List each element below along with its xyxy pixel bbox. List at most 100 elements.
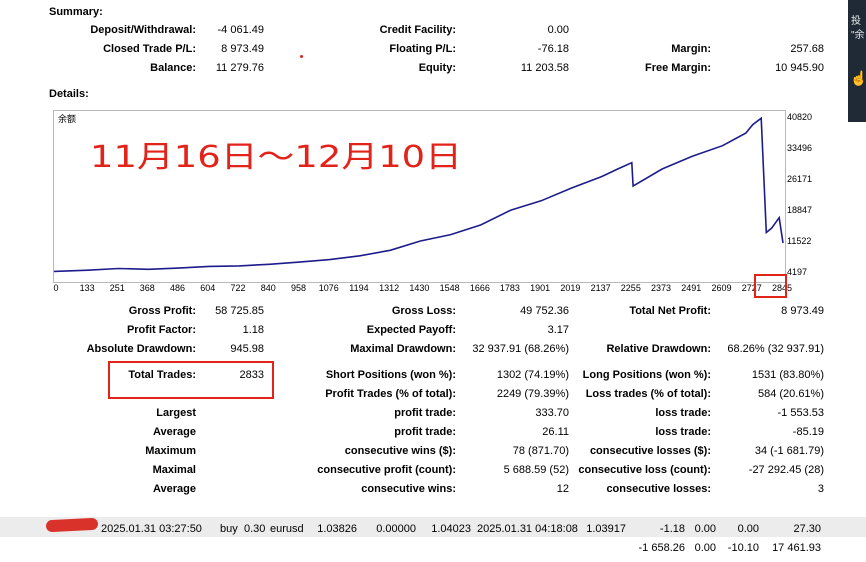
x-tick-label: 1548 bbox=[439, 283, 460, 293]
average-consecutive-losses-value: 3 bbox=[817, 483, 824, 495]
long-positions-value: 1531 (83.80%) bbox=[751, 369, 824, 381]
x-tick-label: 1194 bbox=[349, 283, 369, 293]
short-positions-value: 1302 (74.19%) bbox=[496, 369, 569, 381]
maximal-consecutive-loss-value: -27 292.45 (28) bbox=[748, 464, 824, 476]
maximum-label: Maximum bbox=[145, 445, 196, 457]
maximal-label: Maximal bbox=[152, 464, 196, 476]
x-tick-label: 486 bbox=[170, 283, 186, 293]
profit-factor-value: 1.18 bbox=[242, 324, 264, 336]
x-tick-label: 2491 bbox=[681, 283, 702, 293]
x-tick-label: 1076 bbox=[318, 283, 339, 293]
average-consecutive-wins-value: 12 bbox=[556, 483, 569, 495]
average-profit-value: 26.11 bbox=[542, 426, 569, 438]
side-panel: 投 "余 ☝ bbox=[848, 0, 866, 122]
max-consecutive-wins-label: consecutive wins ($): bbox=[344, 445, 456, 457]
total-trades-highlight bbox=[108, 361, 274, 399]
trade-close-price: 1.03917 bbox=[586, 523, 626, 535]
max-consecutive-losses-value: 34 (-1 681.79) bbox=[754, 445, 824, 457]
gross-loss-value: 49 752.36 bbox=[520, 305, 569, 317]
margin-label: Margin: bbox=[671, 43, 711, 55]
trade-taxes: 0.00 bbox=[694, 523, 716, 535]
x-tick-label: 1783 bbox=[499, 283, 520, 293]
total-profit: 17 461.93 bbox=[772, 542, 821, 554]
red-dot-mark bbox=[300, 55, 303, 58]
x-tick-label: 2727 bbox=[741, 283, 762, 293]
free-margin-label: Free Margin: bbox=[644, 62, 711, 74]
balance-value: 11 279.76 bbox=[215, 62, 264, 74]
x-tick-label: 958 bbox=[290, 283, 306, 293]
chart-legend: 余额 bbox=[58, 113, 76, 125]
total-taxes: 0.00 bbox=[694, 542, 716, 554]
relative-drawdown-value: 68.26% (32 937.91) bbox=[727, 343, 824, 355]
side-panel-text-1: 投 bbox=[851, 16, 861, 27]
maximal-consecutive-profit-label: consecutive profit (count): bbox=[317, 464, 456, 476]
y-tick-label: 40820 bbox=[787, 112, 813, 122]
summary-title: Summary: bbox=[49, 6, 103, 18]
balance-label: Balance: bbox=[150, 62, 196, 74]
gross-profit-label: Gross Profit: bbox=[128, 305, 196, 317]
trade-type: buy bbox=[220, 523, 238, 535]
x-tick-label: 1312 bbox=[379, 283, 400, 293]
side-panel-text-2: "余 bbox=[851, 30, 865, 41]
x-tick-label: 133 bbox=[79, 283, 95, 293]
free-margin-value: 10 945.90 bbox=[775, 62, 824, 74]
profit-trades-label: Profit Trades (% of total): bbox=[325, 388, 456, 400]
balance-chart-svg: 余额 11月16日〜12月10日 bbox=[54, 113, 784, 273]
x-tick-label: 2609 bbox=[711, 283, 732, 293]
gross-profit-value: 58 725.85 bbox=[215, 305, 264, 317]
long-positions-label: Long Positions (won %): bbox=[582, 369, 711, 381]
trade-open-time: 2025.01.31 03:27:50 bbox=[101, 523, 202, 535]
short-positions-label: Short Positions (won %): bbox=[325, 369, 456, 381]
balance-series bbox=[54, 116, 784, 273]
floating-label: Floating P/L: bbox=[389, 43, 456, 55]
trade-open-price: 1.03826 bbox=[317, 523, 357, 535]
x-tick-label: 2255 bbox=[620, 283, 641, 293]
maximal-drawdown-value: 32 937.91 (68.26%) bbox=[472, 343, 569, 355]
largest-loss-value: -1 553.53 bbox=[777, 407, 824, 419]
absolute-drawdown-label: Absolute Drawdown: bbox=[86, 343, 196, 355]
x-tick-label: 604 bbox=[200, 283, 216, 293]
net-profit-value: 8 973.49 bbox=[781, 305, 824, 317]
trade-row[interactable] bbox=[0, 517, 866, 537]
closed-pl-label: Closed Trade P/L: bbox=[103, 43, 196, 55]
total-commission: -1 658.26 bbox=[638, 542, 685, 554]
trade-symbol: eurusd bbox=[270, 523, 304, 535]
details-title: Details: bbox=[49, 88, 89, 100]
expected-payoff-label: Expected Payoff: bbox=[366, 324, 456, 336]
maximal-consecutive-loss-label: consecutive loss (count): bbox=[578, 464, 711, 476]
x-tick-label: 1666 bbox=[469, 283, 490, 293]
average-loss-value: -85.19 bbox=[792, 426, 824, 438]
hand-icon: ☝ bbox=[850, 70, 866, 86]
average-loss-label: loss trade: bbox=[655, 426, 711, 438]
x-tick-label: 251 bbox=[109, 283, 125, 293]
trade-commission: -1.18 bbox=[659, 523, 685, 535]
relative-drawdown-label: Relative Drawdown: bbox=[606, 343, 711, 355]
average-profit-label: profit trade: bbox=[394, 426, 456, 438]
largest-profit-label: profit trade: bbox=[394, 407, 456, 419]
x-tick-label: 2137 bbox=[590, 283, 611, 293]
average-consecutive-label: Average bbox=[152, 483, 196, 495]
largest-loss-label: loss trade: bbox=[655, 407, 711, 419]
last-tick-highlight bbox=[754, 274, 787, 298]
x-tick-label: 2373 bbox=[651, 283, 672, 293]
chart-annotation: 11月16日〜12月10日 bbox=[90, 140, 462, 175]
y-tick-label: 26171 bbox=[787, 173, 813, 184]
equity-label: Equity: bbox=[418, 62, 456, 74]
credit-label: Credit Facility: bbox=[379, 24, 456, 36]
x-tick-label: 0 bbox=[53, 283, 59, 293]
total-swap: -10.10 bbox=[727, 542, 759, 554]
trade-take-profit: 1.04023 bbox=[431, 523, 471, 535]
total-trades-value: 2833 bbox=[239, 369, 264, 381]
x-tick-label: 1430 bbox=[409, 283, 430, 293]
maximal-drawdown-label: Maximal Drawdown: bbox=[350, 343, 456, 355]
y-tick-label: 11522 bbox=[787, 235, 812, 246]
x-tick-label: 2845 bbox=[771, 283, 793, 293]
deposit-value: -4 061.49 bbox=[217, 24, 264, 36]
max-consecutive-losses-label: consecutive losses ($): bbox=[589, 445, 711, 457]
loss-trades-label: Loss trades (% of total): bbox=[585, 388, 711, 400]
trade-stop-loss: 0.00000 bbox=[376, 523, 416, 535]
average-consecutive-losses-label: consecutive losses: bbox=[606, 483, 711, 495]
equity-value: 11 203.58 bbox=[520, 62, 569, 74]
trade-swap: 0.00 bbox=[737, 523, 759, 535]
max-consecutive-wins-value: 78 (871.70) bbox=[512, 445, 569, 457]
